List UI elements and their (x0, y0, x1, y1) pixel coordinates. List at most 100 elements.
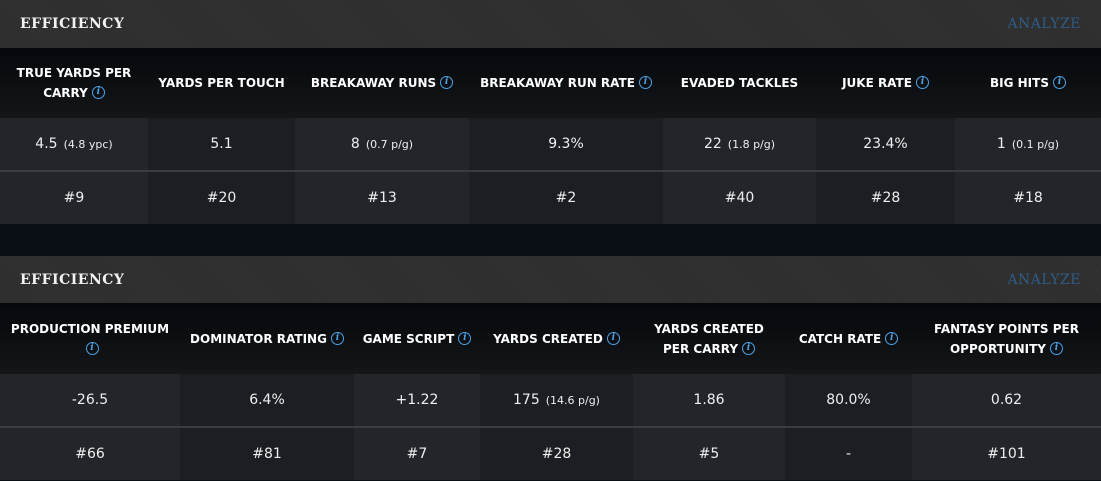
panel-header: EFFICIENCY ANALYZE (0, 0, 1101, 48)
column-header-breakaway-run-rate: BREAKAWAY RUN RATE i (469, 48, 663, 118)
stat-value: 5.1 (210, 136, 233, 152)
rank-cell: #7 (354, 427, 480, 480)
rank-row: #66 #81 #7 #28 #5- #101 (0, 427, 1101, 480)
column-label: DOMINATOR RATING (190, 331, 327, 346)
info-icon[interactable]: i (915, 76, 929, 89)
info-icon[interactable]: i (91, 86, 105, 99)
value-cell: 23.4% (816, 118, 955, 172)
stat-value: 8 (350, 136, 360, 152)
stat-value: 23.4% (863, 136, 908, 152)
info-icon[interactable]: i (458, 331, 472, 345)
stat-value: 1 (996, 136, 1006, 152)
column-label: BREAKAWAY RUNS (310, 76, 437, 90)
value-cell: 4.5 (4.8 ypc) (0, 118, 148, 172)
stat-subvalue: (14.6 p/g) (545, 394, 600, 407)
info-icon[interactable]: i (330, 331, 344, 345)
rank-cell: #28 (480, 427, 633, 480)
column-header-yards-per-touch: YARDS PER TOUCH (148, 48, 295, 118)
column-header-breakaway-runs: BREAKAWAY RUNS i (295, 48, 469, 118)
column-header-production-premium: PRODUCTION PREMIUM i (0, 303, 180, 374)
rank-cell: #40 (663, 171, 816, 224)
stat-value: 4.5 (35, 136, 58, 152)
column-header-yards-created-per-carry: YARDS CREATED PER CARRY i (633, 303, 785, 374)
column-header-fantasy-points-per-opportunity: FANTASY POINTS PER OPPORTUNITY i (912, 303, 1101, 374)
stat-value: +1.22 (395, 392, 439, 408)
rank-cell: #13 (295, 171, 469, 224)
value-cell: 8 (0.7 p/g) (295, 118, 469, 172)
stat-value: 9.3% (548, 136, 584, 152)
column-header-dominator-rating: DOMINATOR RATING i (180, 303, 354, 374)
column-header-big-hits: BIG HITS i (955, 48, 1101, 118)
column-header-evaded-tackles: EVADED TACKLES (663, 48, 816, 118)
value-cell: 1.86 (633, 374, 785, 428)
value-cell: 6.4% (180, 374, 354, 428)
value-cell: 175 (14.6 p/g) (480, 374, 633, 428)
rank-cell: #66 (0, 427, 180, 480)
value-cell: 9.3% (469, 118, 663, 172)
column-header-game-script: GAME SCRIPT i (354, 303, 480, 374)
stat-value: -26.5 (71, 392, 109, 408)
column-label: YARDS CREATED (493, 331, 603, 346)
info-icon[interactable]: i (440, 76, 454, 89)
stat-subvalue: (0.1 p/g) (1011, 138, 1060, 151)
value-row: 4.5 (4.8 ypc) 5.1 8 (0.7 p/g) 9.3% 22 (1.8 p/g)… (0, 118, 1101, 172)
column-label: YARDS CREATED PER CARRY (654, 321, 764, 356)
info-icon[interactable]: i (606, 331, 620, 345)
column-header-true-yards-per-carry: TRUE YARDS PER CARRY i (0, 48, 148, 118)
stat-value: 0.62 (990, 392, 1023, 408)
panel-title: EFFICIENCY (20, 271, 125, 288)
stat-value: 1.86 (693, 392, 725, 408)
stat-value: 80.0% (826, 392, 871, 408)
header-row: TRUE YARDS PER CARRY i YARDS PER TOUCH BREA… (0, 48, 1101, 118)
efficiency-panel: EFFICIENCY ANALYZE TRUE YARDS PER CARRY i… (0, 0, 1101, 224)
stat-subvalue: (1.8 p/g) (727, 138, 776, 151)
panel-title: EFFICIENCY (20, 16, 125, 32)
column-label: TRUE YARDS PER CARRY (16, 66, 132, 100)
rank-row: #9 #20 #13 #2 #40 #28 #18 (0, 171, 1101, 224)
info-icon[interactable]: i (85, 341, 99, 355)
stat-value: 175 (513, 392, 540, 408)
info-icon[interactable]: i (1050, 341, 1063, 355)
value-cell: 5.1 (148, 118, 295, 172)
rank-cell: #2 (469, 171, 663, 224)
value-cell: 80.0% (785, 374, 912, 428)
column-label: JUKE RATE (842, 76, 912, 90)
analyze-button[interactable]: ANALYZE (1007, 16, 1081, 32)
stat-subvalue: (4.8 ypc) (63, 138, 113, 151)
column-label: YARDS PER TOUCH (158, 76, 285, 90)
column-header-yards-created: YARDS CREATED i (480, 303, 633, 374)
analyze-button[interactable]: ANALYZE (1007, 271, 1081, 288)
stats-table: PRODUCTION PREMIUMi DOMINATOR RATING i GAME… (0, 303, 1101, 480)
info-icon[interactable]: i (885, 331, 899, 345)
value-row: -26.5 6.4% +1.22 175 (14.6 p/g) 1.86 80.0% 0.62 (0, 374, 1101, 428)
column-label: BIG HITS (990, 76, 1049, 90)
rank-cell: #28 (816, 171, 955, 224)
rank-cell: - (785, 427, 912, 480)
stat-subvalue: (0.7 p/g) (365, 138, 414, 151)
rank-cell: #18 (955, 171, 1101, 224)
panel-header: EFFICIENCY ANALYZE (0, 256, 1101, 303)
rank-cell: #101 (912, 427, 1101, 480)
column-label: EVADED TACKLES (680, 76, 799, 90)
info-icon[interactable]: i (1052, 76, 1066, 89)
column-label: FANTASY POINTS PER OPPORTUNITY (934, 321, 1079, 356)
info-icon[interactable]: i (742, 341, 756, 355)
value-cell: 0.62 (912, 374, 1101, 428)
column-label: GAME SCRIPT (362, 331, 455, 346)
stat-value: 22 (703, 136, 722, 152)
info-icon[interactable]: i (638, 76, 652, 89)
column-header-catch-rate: CATCH RATE i (785, 303, 912, 374)
column-label: BREAKAWAY RUN RATE (480, 76, 635, 90)
rank-cell: #20 (148, 171, 295, 224)
stats-table: TRUE YARDS PER CARRY i YARDS PER TOUCH BREA… (0, 48, 1101, 224)
rank-cell: #9 (0, 171, 148, 224)
value-cell: -26.5 (0, 374, 180, 428)
stat-value: 6.4% (249, 392, 285, 408)
column-label: CATCH RATE (798, 331, 882, 346)
value-cell: +1.22 (354, 374, 480, 428)
rank-cell: #5 (633, 427, 785, 480)
header-row: PRODUCTION PREMIUMi DOMINATOR RATING i GAME… (0, 303, 1101, 374)
value-cell: 1 (0.1 p/g) (955, 118, 1101, 172)
efficiency-panel: EFFICIENCY ANALYZE PRODUCTION PREMIUMi DO… (0, 256, 1101, 480)
column-header-juke-rate: JUKE RATE i (816, 48, 955, 118)
